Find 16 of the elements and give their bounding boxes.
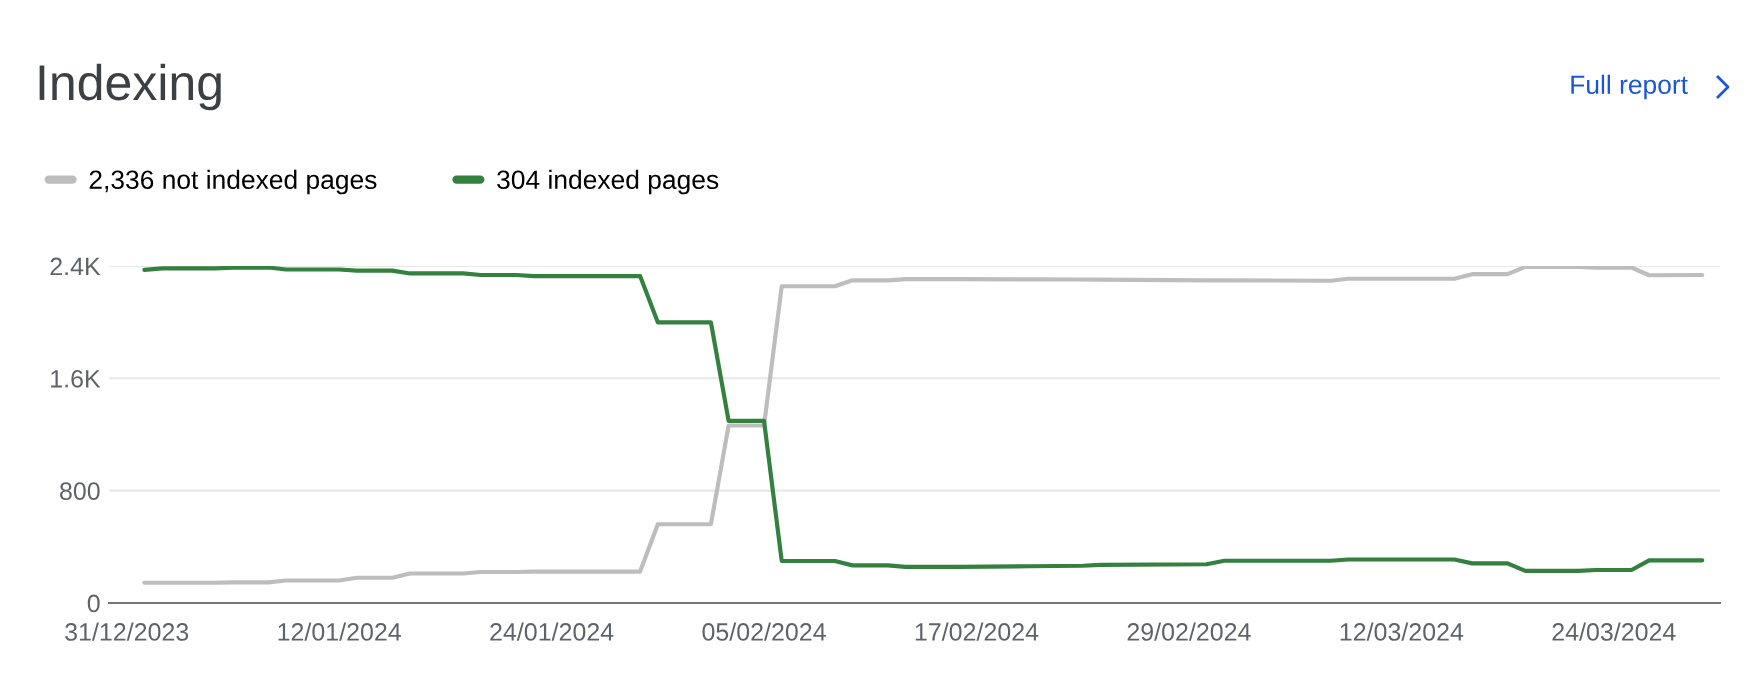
chart-title: Indexing xyxy=(39,63,221,111)
x-tick-label: 31/12/2023 xyxy=(65,622,189,641)
y-tick-label: 2.4K xyxy=(50,257,101,276)
legend-label: 304 indexed pages xyxy=(497,169,719,195)
x-tick-label: 05/02/2024 xyxy=(702,622,826,641)
legend-label: 2,336 not indexed pages xyxy=(89,169,377,195)
y-tick-label: 1.6K xyxy=(51,369,101,388)
x-tick-label: 17/02/2024 xyxy=(915,622,1039,641)
y-tick-label: 800 xyxy=(60,482,100,500)
text: Full report xyxy=(1571,74,1688,100)
x-tick-label: 29/02/2024 xyxy=(1127,622,1251,641)
x-tick-label: 24/01/2024 xyxy=(490,622,614,641)
x-tick-label: 24/03/2024 xyxy=(1552,622,1676,641)
x-tick-label: 12/03/2024 xyxy=(1340,622,1464,641)
y-tick-label: 0 xyxy=(87,594,100,613)
x-tick-label: 12/01/2024 xyxy=(278,622,401,641)
